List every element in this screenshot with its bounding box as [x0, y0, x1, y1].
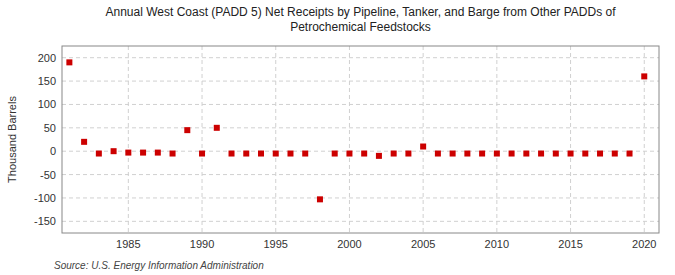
point — [243, 151, 249, 157]
point — [479, 151, 485, 157]
y-axis-label: Thousand Barrels — [6, 96, 18, 183]
point — [302, 151, 308, 157]
point — [391, 151, 397, 157]
x-tick-label: 2005 — [411, 238, 435, 250]
point — [81, 139, 87, 145]
title-line: Petrochemical Feedstocks — [290, 20, 431, 34]
point — [258, 151, 264, 157]
point — [464, 151, 470, 157]
grid-line-x — [423, 46, 424, 233]
grid-line-y — [62, 174, 659, 175]
point — [346, 151, 352, 157]
x-tick-label: 1990 — [190, 238, 214, 250]
source-annotation: Source: U.S. Energy Information Administ… — [54, 260, 264, 271]
points — [66, 59, 647, 202]
grid-line-x — [128, 46, 129, 233]
point — [627, 151, 633, 157]
point — [553, 151, 559, 157]
point — [435, 151, 441, 157]
point — [509, 151, 515, 157]
y-tick-label: 150 — [38, 75, 56, 87]
point — [494, 151, 500, 157]
x-tick-label: 2000 — [337, 238, 361, 250]
grid-line-x — [570, 46, 571, 233]
point — [332, 151, 338, 157]
point — [597, 151, 603, 157]
point — [361, 151, 367, 157]
x-tick-label: 1985 — [116, 238, 140, 250]
title-line: Annual West Coast (PADD 5) Net Receipts … — [105, 5, 616, 19]
y-tick-label: 100 — [38, 98, 56, 110]
point — [273, 151, 279, 157]
x-tick-label: 2010 — [485, 238, 509, 250]
point — [568, 151, 574, 157]
point — [111, 148, 117, 154]
point — [214, 125, 220, 131]
chart-svg: Annual West Coast (PADD 5) Net Receipts … — [0, 0, 675, 275]
x-tick-label: 1995 — [263, 238, 287, 250]
y-tick-label: -100 — [34, 192, 56, 204]
page: {"chart_data": {"type": "scatter", "titl… — [0, 0, 675, 275]
point — [199, 151, 205, 157]
grid-line-x — [202, 46, 203, 233]
point — [170, 151, 176, 157]
x-tick-label: 2015 — [558, 238, 582, 250]
grid-line-x — [496, 46, 497, 233]
point — [450, 151, 456, 157]
point — [184, 127, 190, 133]
point — [582, 151, 588, 157]
x-tick-label: 2020 — [632, 238, 656, 250]
point — [66, 59, 72, 65]
grid-line-x — [275, 46, 276, 233]
point — [376, 153, 382, 159]
grid-line-x — [349, 46, 350, 233]
point — [612, 151, 618, 157]
y-tick-label: 0 — [50, 145, 56, 157]
point — [229, 151, 235, 157]
grid-line-y — [62, 197, 659, 198]
y-tick-label: -150 — [34, 215, 56, 227]
grid-line-y — [62, 57, 659, 58]
point — [405, 151, 411, 157]
background — [0, 0, 675, 275]
point — [125, 150, 131, 156]
chart-container: Annual West Coast (PADD 5) Net Receipts … — [0, 0, 675, 275]
point — [287, 151, 293, 157]
grid — [62, 46, 659, 233]
point — [538, 151, 544, 157]
y-tick-label: -50 — [40, 169, 56, 181]
point — [140, 150, 146, 156]
point — [317, 196, 323, 202]
point — [155, 150, 161, 156]
grid-line-y — [62, 221, 659, 222]
grid-line-y — [62, 104, 659, 105]
y-tick-label: 200 — [38, 52, 56, 64]
grid-line-y — [62, 127, 659, 128]
axes: -150 -100 -50 0 50 100 150 200 1985 1990 1995 2000 2… — [34, 52, 657, 250]
point — [523, 151, 529, 157]
point — [641, 73, 647, 79]
title: Annual West Coast (PADD 5) Net Receipts … — [105, 5, 616, 34]
point — [96, 151, 102, 157]
point — [420, 144, 426, 150]
plot-frame — [62, 46, 659, 233]
y-tick-label: 50 — [44, 122, 56, 134]
grid-line-y — [62, 81, 659, 82]
